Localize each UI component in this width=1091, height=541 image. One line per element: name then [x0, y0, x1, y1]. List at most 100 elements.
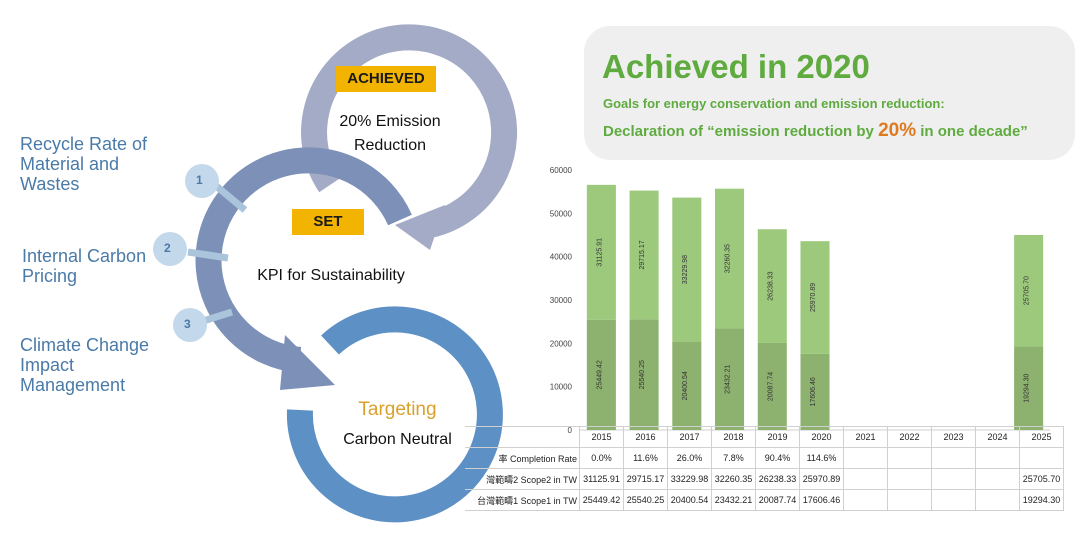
x-tick-label: 2019 [755, 426, 800, 448]
table-cell: 25705.70 [1019, 468, 1064, 490]
table-row: 台灣範疇1 Scope1 in TW 25449.42 25540.25 20400.… [465, 489, 1064, 511]
targeting-text: Carbon Neutral [343, 431, 452, 448]
y-tick-label: 20000 [550, 339, 573, 348]
table-cell [1019, 447, 1064, 469]
y-tick-label: 50000 [550, 209, 573, 218]
y-tick-label: 40000 [550, 253, 573, 262]
table-cell: 20087.74 [755, 489, 800, 511]
circle-2 [153, 232, 187, 266]
y-tick-label: 60000 [550, 166, 573, 175]
decl-percent: 20% [878, 120, 917, 141]
x-tick-label: 2018 [711, 426, 756, 448]
targeting-title: Targeting [358, 399, 437, 420]
side-label-recycle: Recycle Rate of Material and Wastes [20, 134, 148, 194]
set-text: KPI for Sustainability [257, 267, 405, 284]
achievement-callout: Achieved in 2020 Goals for energy conser… [584, 26, 1075, 160]
bar-data-label: 31125.91 [596, 238, 603, 267]
table-cell [931, 489, 976, 511]
circle-3 [173, 308, 207, 342]
callout-subtitle: Goals for energy conservation and emissi… [603, 96, 945, 111]
bar-scope1 [715, 328, 745, 430]
table-cell: 25540.25 [623, 489, 668, 511]
table-cell: 26238.33 [755, 468, 800, 490]
table-cell: 90.4% [755, 447, 800, 469]
table-row-label: 率 Completion Rate [465, 447, 580, 469]
circle-1-number: 1 [196, 173, 203, 187]
bar-data-label: 17606.46 [810, 377, 817, 406]
set-ring [195, 147, 412, 373]
x-tick-label: 2024 [975, 426, 1020, 448]
table-row: 灣範疇2 Scope2 in TW 31125.91 29715.17 33229.9… [465, 468, 1064, 490]
table-cell [887, 447, 932, 469]
decl-prefix: Declaration of “emission reduction by [603, 123, 879, 140]
table-cell: 25970.89 [799, 468, 844, 490]
table-row: 率 Completion Rate 0.0% 11.6% 26.0% 7.8% 90.4%… [465, 447, 1064, 469]
table-cell [843, 489, 888, 511]
callout-title: Achieved in 2020 [602, 48, 870, 85]
achieved-arrowhead [395, 205, 445, 250]
achieved-text: 20% Emission Reduction [339, 113, 441, 154]
table-header-row: 2015 2016 2017 2018 2019 2020 2021 2022 2023 2024… [465, 426, 1064, 448]
table-cell: 29715.17 [623, 468, 668, 490]
bar-data-label: 19294.30 [1024, 373, 1031, 402]
table-cell: 20400.54 [667, 489, 712, 511]
x-tick-label: 2022 [887, 426, 932, 448]
bar-scope1 [1014, 346, 1044, 430]
kpi-cycle-diagram [153, 24, 518, 523]
bar-scope2 [800, 241, 830, 354]
x-tick-label: 2020 [799, 426, 844, 448]
table-cell: 31125.91 [579, 468, 624, 490]
bar-data-label: 29715.17 [639, 240, 646, 269]
bar-scope1 [800, 353, 830, 430]
y-tick-label: 30000 [550, 296, 573, 305]
emissions-data-table: 2015 2016 2017 2018 2019 2020 2021 2022 2023 2024… [465, 426, 1064, 511]
x-tick-label: 2017 [667, 426, 712, 448]
bar-data-label: 25970.89 [810, 283, 817, 312]
table-cell: 19294.30 [1019, 489, 1064, 511]
bar-data-label: 32260.35 [725, 244, 732, 273]
bar-data-label: 20400.54 [682, 371, 689, 400]
table-cell: 7.8% [711, 447, 756, 469]
bar-scope2 [1014, 235, 1044, 347]
table-cell: 17606.46 [799, 489, 844, 511]
bar-data-label: 26238.33 [767, 271, 774, 300]
x-tick-label: 2015 [579, 426, 624, 448]
table-cell: 26.0% [667, 447, 712, 469]
emissions-bar-chart: 010000200003000040000500006000025449.423… [550, 166, 1050, 435]
table-corner [465, 426, 580, 448]
table-cell [843, 468, 888, 490]
table-cell [887, 468, 932, 490]
table-cell: 114.6% [799, 447, 844, 469]
set-tag: SET [292, 209, 364, 235]
table-cell: 32260.35 [711, 468, 756, 490]
table-cell: 25449.42 [579, 489, 624, 511]
bar-data-label: 25449.42 [596, 360, 603, 389]
bar-scope2 [715, 188, 745, 329]
bar-scope1 [757, 342, 787, 430]
circle-2-number: 2 [164, 241, 171, 255]
y-tick-label: 10000 [550, 383, 573, 392]
x-tick-label: 2016 [623, 426, 668, 448]
table-cell [931, 447, 976, 469]
bar-data-label: 25705.70 [1024, 276, 1031, 305]
set-arrowhead [280, 335, 335, 390]
table-cell: 23432.21 [711, 489, 756, 511]
table-cell [887, 489, 932, 511]
bar-data-label: 33229.98 [682, 255, 689, 284]
achieved-ring [301, 24, 518, 238]
connector-2 [187, 248, 229, 262]
bar-scope2 [629, 190, 659, 320]
bar-scope1 [629, 319, 659, 430]
table-cell [931, 468, 976, 490]
bar-data-label: 23432.21 [725, 365, 732, 394]
bar-scope1 [586, 319, 616, 430]
table-cell [975, 468, 1020, 490]
table-cell: 11.6% [623, 447, 668, 469]
table-cell [975, 489, 1020, 511]
table-row-label: 灣範疇2 Scope2 in TW [465, 468, 580, 490]
table-cell: 33229.98 [667, 468, 712, 490]
callout-declaration: Declaration of “emission reduction by 20… [603, 120, 1028, 142]
x-tick-label: 2023 [931, 426, 976, 448]
connector-1 [212, 182, 248, 213]
table-cell [975, 447, 1020, 469]
